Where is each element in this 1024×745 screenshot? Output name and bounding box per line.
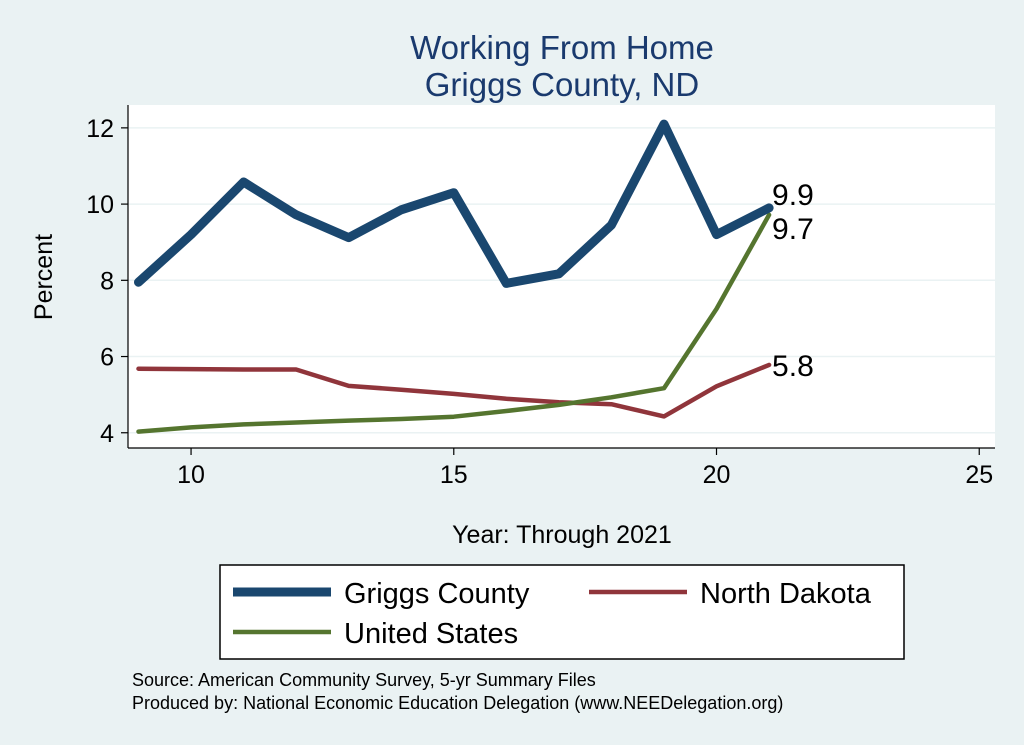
x-axis-title: Year: Through 2021 (452, 521, 672, 549)
end-label-north-dakota: 5.8 (772, 350, 814, 383)
y-tick-label: 10 (86, 191, 114, 219)
x-tick-label: 20 (703, 461, 731, 489)
y-axis-title: Percent (30, 234, 58, 320)
axes: 4 6 8 10 12 10 15 20 25 (86, 105, 995, 489)
series-line-griggs-county (134, 119, 774, 288)
y-tick-label: 6 (100, 344, 114, 372)
legend-box (219, 564, 905, 660)
legend-label-north-dakota: North Dakota (700, 578, 872, 610)
producer-note: Produced by: National Economic Education… (132, 693, 783, 713)
x-tick-label: 10 (177, 461, 205, 489)
end-label-griggs-county: 9.9 (772, 179, 814, 212)
x-tick-label: 15 (440, 461, 468, 489)
x-tick-label: 25 (965, 461, 993, 489)
legend: Griggs County North Dakota United States (219, 564, 905, 660)
series-line-united-states (136, 212, 772, 434)
chart-title: Working From Home (410, 29, 714, 66)
end-label-united-states: 9.7 (772, 213, 814, 246)
y-tick-label: 4 (100, 420, 114, 448)
y-tick-label: 8 (100, 267, 114, 295)
end-labels: 9.9 5.8 9.7 (772, 179, 814, 383)
series-layer (134, 119, 774, 434)
source-note: Source: American Community Survey, 5-yr … (132, 670, 596, 690)
chart-subtitle: Griggs County, ND (425, 66, 699, 103)
y-tick-label: 12 (86, 115, 114, 143)
legend-label-united-states: United States (344, 618, 518, 650)
legend-label-griggs-county: Griggs County (344, 578, 530, 610)
series-line-north-dakota (136, 362, 772, 419)
